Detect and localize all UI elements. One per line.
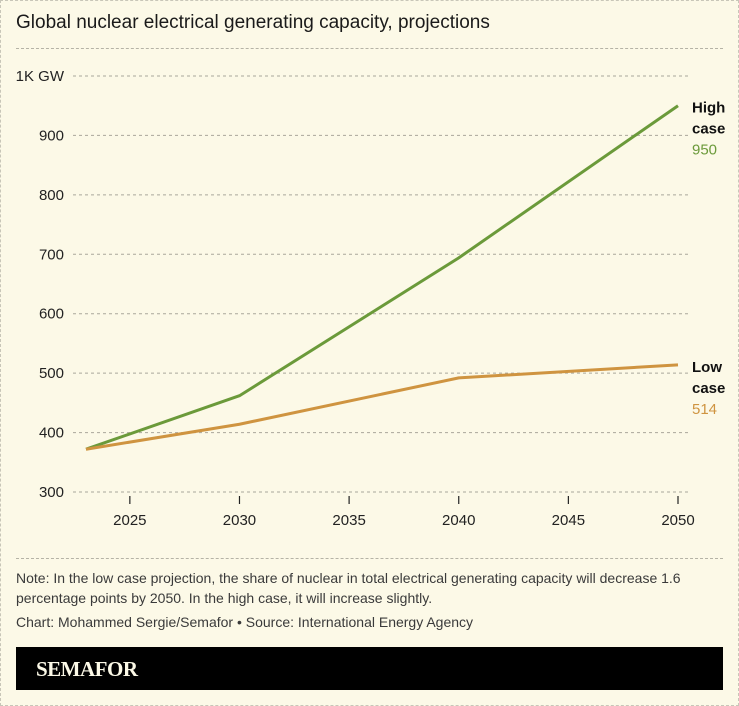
title-divider: [16, 48, 723, 49]
x-tick-label: 2040: [442, 512, 475, 529]
y-tick-label: 500: [39, 365, 64, 382]
y-tick-label: 700: [39, 246, 64, 263]
series-line-low: [85, 363, 679, 451]
chart-title: Global nuclear electrical generating cap…: [16, 12, 490, 33]
x-tick-label: 2030: [223, 512, 256, 529]
series-line-high: [85, 104, 679, 451]
chart-note: Note: In the low case projection, the sh…: [16, 570, 681, 606]
y-tick-label: 900: [39, 127, 64, 144]
line-chart: 300 400 500 600 700 800 900 1K GW 2025 2030 2035 20…: [16, 68, 726, 529]
y-tick-label: 1K GW: [16, 68, 65, 85]
y-tick-label: 300: [39, 484, 64, 501]
x-tick-label: 2035: [332, 512, 365, 529]
chart-credit: Chart: Mohammed Sergie/Semafor • Source:…: [16, 614, 474, 630]
y-tick-label: 600: [39, 306, 64, 323]
series-end-value: 514: [692, 401, 717, 418]
x-tick-label: 2045: [552, 512, 585, 529]
semafor-logo: SEMAFOR: [36, 657, 138, 681]
series-label: High case: [692, 100, 725, 138]
series-end-value: 950: [692, 142, 717, 159]
x-tick-label: 2050: [661, 512, 694, 529]
series-label: Low case: [692, 359, 725, 397]
brand-bar: SEMAFOR: [16, 647, 723, 690]
y-tick-label: 800: [39, 187, 64, 204]
y-tick-label: 400: [39, 425, 64, 442]
x-tick-label: 2025: [113, 512, 146, 529]
footer-divider: [16, 558, 723, 559]
